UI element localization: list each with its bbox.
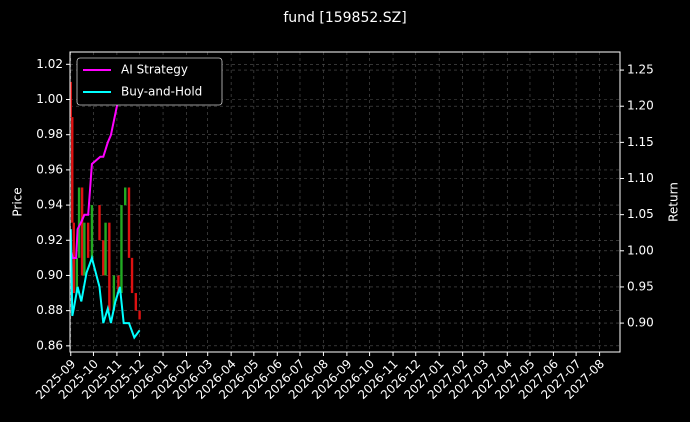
line-series: [69, 229, 141, 340]
candle: [127, 187, 131, 258]
candle: [71, 117, 74, 223]
chart-title: fund [159852.SZ]: [283, 10, 406, 26]
candle: [102, 240, 105, 276]
legend-box: [76, 57, 223, 106]
candle: [83, 222, 86, 276]
y2-tick-label: 1.10: [627, 171, 654, 185]
candle: [69, 81, 72, 118]
candle: [98, 205, 101, 241]
candle: [75, 257, 79, 294]
y2-tick-label: 0.90: [627, 316, 654, 330]
y-tick-label: 0.90: [36, 268, 63, 282]
y-axis-label: Price: [11, 187, 25, 216]
candle: [117, 275, 120, 294]
candle: [124, 187, 127, 206]
y2-tick-label: 1.05: [627, 207, 654, 221]
candle: [86, 222, 90, 258]
y-tick-label: 0.94: [36, 198, 63, 212]
legend: AI Strategy Buy-and-Hold: [76, 57, 223, 106]
candle: [112, 275, 116, 311]
candle: [134, 293, 138, 311]
y2-tick-label: 1.25: [627, 63, 654, 77]
y2-tick-label: 1.15: [627, 135, 654, 149]
candle: [130, 257, 134, 294]
candle: [77, 187, 81, 258]
candle: [90, 205, 94, 258]
candle: [80, 187, 84, 276]
y-tick-label: 0.88: [36, 303, 63, 317]
plot-frame: [69, 51, 621, 353]
y-tick-label: 1.02: [36, 57, 63, 71]
y-tick-label: 0.96: [36, 162, 63, 176]
y-tick-label: 0.98: [36, 127, 63, 141]
candle: [108, 222, 111, 311]
candle: [120, 205, 123, 294]
y2-tick-label: 1.00: [627, 243, 654, 257]
candle: [138, 310, 141, 320]
y-tick-label: 0.92: [36, 233, 63, 247]
candle: [104, 222, 107, 276]
y-tick-label: 0.86: [36, 338, 63, 352]
y-tick-label: 1.00: [36, 92, 63, 106]
legend-label: Buy-and-Hold: [121, 85, 202, 99]
y2-axis-label: Return: [667, 182, 681, 222]
legend-label: AI Strategy: [121, 63, 188, 77]
y2-tick-label: 1.20: [627, 99, 654, 113]
y2-tick-label: 0.95: [627, 279, 654, 293]
